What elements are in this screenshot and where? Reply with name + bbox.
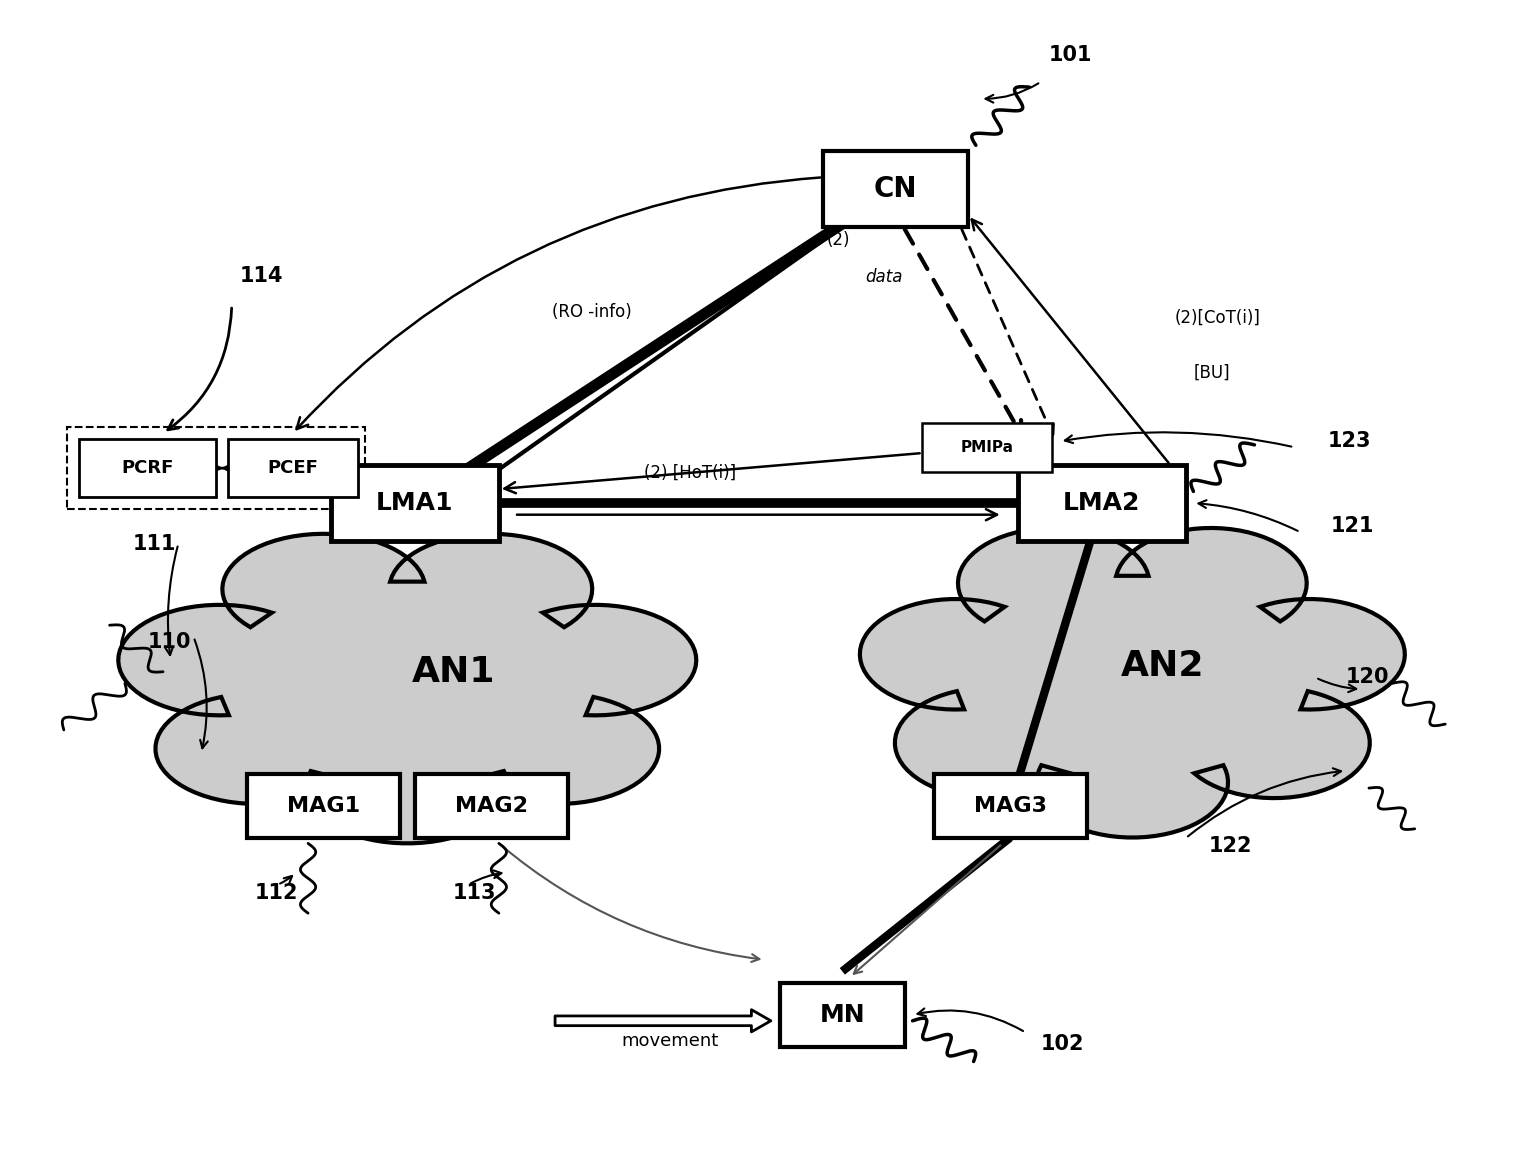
Text: PMIPa: PMIPa <box>961 440 1014 455</box>
Polygon shape <box>859 528 1405 837</box>
Bar <box>331 465 499 541</box>
Text: 110: 110 <box>147 632 192 652</box>
Text: CN: CN <box>873 175 918 203</box>
Bar <box>67 428 365 509</box>
Text: [BU]: [BU] <box>1193 364 1230 381</box>
Text: 114: 114 <box>239 267 283 286</box>
Bar <box>922 423 1052 471</box>
Bar <box>935 774 1086 837</box>
Text: (2) [HoT(i)]: (2) [HoT(i)] <box>643 463 735 482</box>
Bar <box>780 983 905 1047</box>
Text: PCRF: PCRF <box>121 459 175 477</box>
Text: movement: movement <box>620 1032 719 1051</box>
Text: PCEF: PCEF <box>268 459 319 477</box>
Text: 112: 112 <box>254 883 299 902</box>
Text: MAG3: MAG3 <box>974 796 1046 816</box>
Text: (2): (2) <box>827 230 850 249</box>
Text: 102: 102 <box>1040 1033 1085 1054</box>
Text: (RO -info): (RO -info) <box>553 303 633 321</box>
FancyArrowPatch shape <box>1065 433 1291 447</box>
Text: 120: 120 <box>1347 667 1390 687</box>
FancyArrowPatch shape <box>1187 768 1340 836</box>
Bar <box>415 774 567 837</box>
Text: 113: 113 <box>453 883 496 902</box>
FancyArrowPatch shape <box>165 546 178 655</box>
Text: MN: MN <box>820 1003 866 1028</box>
Text: MAG2: MAG2 <box>455 796 527 816</box>
Text: data: data <box>866 268 902 286</box>
Text: 122: 122 <box>1209 836 1252 856</box>
Text: AN1: AN1 <box>411 655 495 689</box>
Bar <box>1017 465 1186 541</box>
Bar <box>823 151 968 227</box>
FancyArrowPatch shape <box>195 639 208 748</box>
FancyArrowPatch shape <box>1318 679 1356 692</box>
FancyArrowPatch shape <box>985 83 1039 103</box>
Text: MAG1: MAG1 <box>286 796 360 816</box>
Text: LMA1: LMA1 <box>377 491 453 516</box>
Text: (2)[CoT(i)]: (2)[CoT(i)] <box>1175 309 1261 326</box>
Bar <box>228 440 357 497</box>
FancyArrowPatch shape <box>555 1010 771 1032</box>
FancyArrowPatch shape <box>297 178 821 429</box>
Text: 123: 123 <box>1328 431 1371 451</box>
Polygon shape <box>118 534 696 843</box>
Text: LMA2: LMA2 <box>1063 491 1140 516</box>
FancyArrowPatch shape <box>470 871 501 884</box>
Text: 111: 111 <box>133 533 176 554</box>
FancyArrowPatch shape <box>918 1009 1023 1031</box>
FancyArrowPatch shape <box>1198 500 1298 531</box>
Text: 101: 101 <box>1048 44 1092 65</box>
FancyArrowPatch shape <box>169 309 231 430</box>
FancyArrowPatch shape <box>280 876 293 884</box>
Bar <box>80 440 216 497</box>
Text: AN2: AN2 <box>1121 649 1204 683</box>
Bar <box>247 774 400 837</box>
Text: 121: 121 <box>1331 517 1374 537</box>
